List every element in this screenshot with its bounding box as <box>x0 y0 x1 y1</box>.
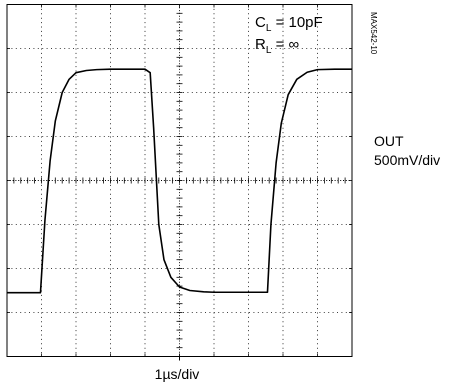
annotation-load-resistance: RL = ∞ <box>255 36 300 56</box>
channel-scale: 500mV/div <box>374 152 441 168</box>
channel-name: OUT <box>374 133 404 149</box>
figure-id: MAX542-10 <box>369 12 378 55</box>
screen-border <box>6 4 353 357</box>
timebase-label: 1µs/div <box>154 366 200 382</box>
waveform-trace <box>7 68 352 294</box>
annotation-load-capacitance: CL = 10pF <box>255 14 323 34</box>
